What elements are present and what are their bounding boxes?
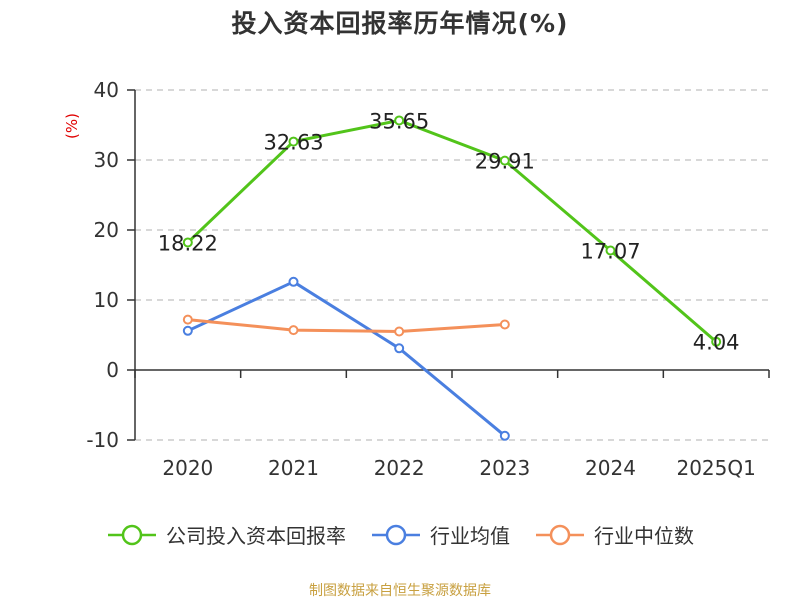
y-tick-label: -10 <box>86 428 119 452</box>
legend-label-company: 公司投入资本回报率 <box>166 524 346 548</box>
y-tick-label: 20 <box>94 218 119 242</box>
data-point-median <box>499 319 510 330</box>
data-point-company <box>711 336 722 347</box>
data-point-mean <box>394 343 405 354</box>
data-point-mean <box>288 276 299 287</box>
legend-line-circle-icon <box>108 524 156 545</box>
data-label: 35.65 <box>369 109 429 133</box>
legend-item-company[interactable]: 公司投入资本回报率 <box>106 520 346 549</box>
x-tick-label: 2024 <box>585 456 636 480</box>
chart-title: 投入资本回报率历年情况(%) <box>231 9 569 38</box>
data-point-mean <box>499 430 510 441</box>
x-tick-label: 2025Q1 <box>676 456 755 480</box>
data-label: 29.91 <box>475 150 535 174</box>
source-note: 制图数据来自恒生聚源数据库 <box>309 583 491 599</box>
x-tick-label: 2023 <box>479 456 530 480</box>
legend-item-median[interactable]: 行业中位数 <box>534 520 694 549</box>
legend-line-circle-icon <box>372 524 420 545</box>
series-line-company <box>186 118 718 343</box>
data-point-median <box>394 326 405 337</box>
data-point-median <box>288 325 299 336</box>
legend-line-circle-icon <box>536 524 584 545</box>
legend-label-mean: 行业均值 <box>430 524 510 548</box>
data-point-company <box>394 115 405 126</box>
y-tick-label: 0 <box>106 358 119 382</box>
data-label: 18.22 <box>158 231 218 255</box>
data-point-company <box>288 136 299 147</box>
data-point-company <box>605 245 616 256</box>
data-label: 32.63 <box>263 131 323 155</box>
data-point-company <box>182 237 193 248</box>
y-axis-label: (%) <box>63 113 81 139</box>
data-label: 17.07 <box>580 240 640 264</box>
data-point-mean <box>182 325 193 336</box>
series-line-median <box>187 318 505 333</box>
data-point-median <box>182 314 193 325</box>
series-line-mean <box>187 280 506 437</box>
legend-item-mean[interactable]: 行业均值 <box>370 520 510 549</box>
y-tick-label: 10 <box>94 288 119 312</box>
data-point-company <box>499 155 510 166</box>
legend-label-median: 行业中位数 <box>594 524 694 548</box>
y-tick-label: 30 <box>94 148 119 172</box>
x-tick-label: 2022 <box>374 456 425 480</box>
data-label: 4.04 <box>693 331 740 355</box>
x-tick-label: 2021 <box>268 456 319 480</box>
y-tick-label: 40 <box>94 78 119 102</box>
x-tick-label: 2020 <box>162 456 213 480</box>
legend: 公司投入资本回报率 行业均值 行业中位数 <box>0 520 800 549</box>
